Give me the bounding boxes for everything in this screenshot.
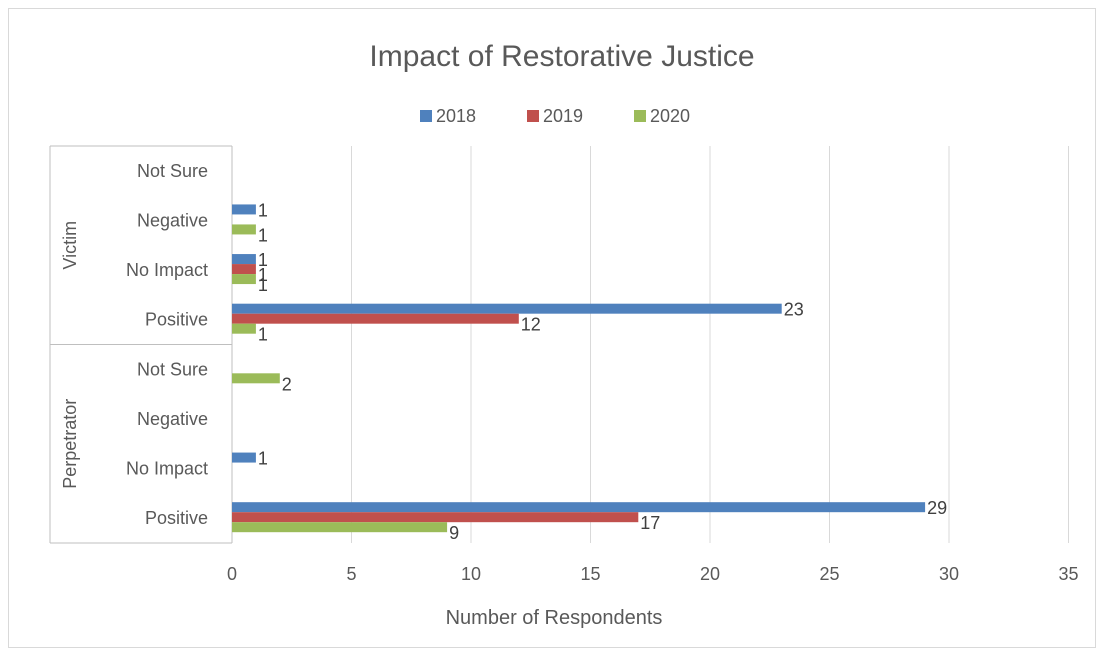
data-label: 23	[784, 300, 804, 320]
data-label: 1	[258, 200, 268, 220]
bar-victim-2019	[232, 313, 519, 324]
x-tick-label: 25	[819, 564, 839, 584]
x-axis-label: Number of Respondents	[446, 607, 663, 629]
gridlines	[351, 146, 1069, 543]
data-label: 1	[258, 325, 268, 345]
group-label-perpetrator: Perpetrator	[60, 399, 80, 489]
bar-victim-2020	[232, 323, 256, 334]
data-label: 1	[258, 275, 268, 295]
axes: 0 5 10 15 20 25 30 35	[49, 145, 1079, 584]
bar-perpetrator-2019	[232, 512, 639, 523]
bar-victim-2018	[232, 254, 256, 265]
legend-label-2020: 2020	[650, 106, 690, 126]
bar-victim-2018	[232, 303, 782, 314]
data-label: 9	[449, 523, 459, 543]
category-label: Not Sure	[137, 161, 208, 181]
data-label: 29	[927, 498, 947, 518]
x-tick-label: 30	[939, 564, 959, 584]
data-label: 1	[258, 225, 268, 245]
legend-label-2019: 2019	[543, 106, 583, 126]
category-label: Negative	[137, 210, 208, 230]
legend-swatch-2019	[527, 110, 539, 122]
category-label: No Impact	[126, 260, 208, 280]
legend-swatch-2020	[634, 110, 646, 122]
bar-perpetrator-2020	[232, 522, 448, 533]
chart-title: Impact of Restorative Justice	[369, 40, 754, 73]
data-label: 1	[258, 250, 268, 270]
x-tick-label: 35	[1058, 564, 1078, 584]
x-tick-label: 10	[461, 564, 481, 584]
category-label: Not Sure	[137, 359, 208, 379]
group-label-victim: Victim	[60, 221, 80, 270]
bar-perpetrator-2020	[232, 373, 280, 384]
x-tick-label: 15	[580, 564, 600, 584]
category-label: No Impact	[126, 459, 208, 479]
bar-victim-2019	[232, 264, 256, 275]
data-label: 1	[258, 265, 268, 285]
data-label: 2	[282, 374, 292, 394]
x-tick-label: 20	[700, 564, 720, 584]
category-labels: Perpetrator Positive No Impact Negative Not …	[60, 161, 208, 528]
category-label: Positive	[145, 310, 208, 330]
chart-frame	[8, 8, 1096, 648]
data-label: 12	[521, 315, 541, 335]
data-label: 1	[258, 449, 268, 469]
legend: 2018 2019 2020	[420, 106, 690, 126]
bar-perpetrator-2018	[232, 452, 256, 463]
x-tick-label: 5	[346, 564, 356, 584]
legend-swatch-2018	[420, 110, 432, 122]
bar-victim-2020	[232, 224, 256, 235]
category-label: Positive	[145, 508, 208, 528]
bar-perpetrator-2018	[232, 502, 926, 513]
category-label: Negative	[137, 409, 208, 429]
data-label: 17	[640, 513, 660, 533]
x-tick-label: 0	[227, 564, 237, 584]
legend-label-2018: 2018	[436, 106, 476, 126]
bar-victim-2020	[232, 274, 256, 285]
bar-victim-2018	[232, 204, 256, 215]
